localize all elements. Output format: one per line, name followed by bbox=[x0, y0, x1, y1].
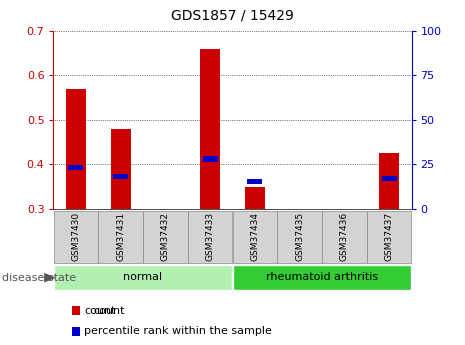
Bar bbox=[200, 49, 220, 209]
Text: rheumatoid arthritis: rheumatoid arthritis bbox=[266, 272, 378, 282]
Text: GSM37431: GSM37431 bbox=[116, 211, 125, 261]
FancyBboxPatch shape bbox=[99, 211, 143, 263]
Text: count: count bbox=[93, 306, 125, 315]
FancyBboxPatch shape bbox=[367, 211, 412, 263]
Text: GSM37434: GSM37434 bbox=[250, 211, 259, 260]
Polygon shape bbox=[44, 273, 56, 283]
Text: GSM37435: GSM37435 bbox=[295, 211, 304, 261]
Text: GSM37430: GSM37430 bbox=[71, 211, 80, 261]
Bar bbox=[113, 174, 128, 179]
FancyBboxPatch shape bbox=[232, 211, 277, 263]
Bar bbox=[379, 153, 399, 209]
Text: GSM37437: GSM37437 bbox=[385, 211, 394, 261]
Text: GDS1857 / 15429: GDS1857 / 15429 bbox=[171, 9, 294, 23]
FancyBboxPatch shape bbox=[53, 211, 98, 263]
FancyBboxPatch shape bbox=[232, 265, 412, 290]
Bar bbox=[111, 129, 131, 209]
Text: percentile rank within the sample: percentile rank within the sample bbox=[84, 326, 272, 336]
Text: GSM37436: GSM37436 bbox=[340, 211, 349, 261]
Bar bbox=[68, 165, 83, 170]
Text: count: count bbox=[84, 306, 116, 315]
Text: GSM37433: GSM37433 bbox=[206, 211, 215, 261]
FancyBboxPatch shape bbox=[278, 211, 322, 263]
FancyBboxPatch shape bbox=[53, 265, 232, 290]
FancyBboxPatch shape bbox=[188, 211, 232, 263]
Text: GSM37432: GSM37432 bbox=[161, 211, 170, 260]
Bar bbox=[72, 327, 80, 336]
Text: disease state: disease state bbox=[2, 273, 76, 283]
Bar bbox=[245, 187, 265, 209]
Text: normal: normal bbox=[123, 272, 163, 282]
Bar bbox=[66, 89, 86, 209]
Bar bbox=[247, 178, 262, 184]
FancyBboxPatch shape bbox=[143, 211, 187, 263]
FancyBboxPatch shape bbox=[322, 211, 366, 263]
Bar bbox=[203, 156, 218, 162]
Bar bbox=[382, 176, 397, 181]
Bar bbox=[72, 306, 80, 315]
